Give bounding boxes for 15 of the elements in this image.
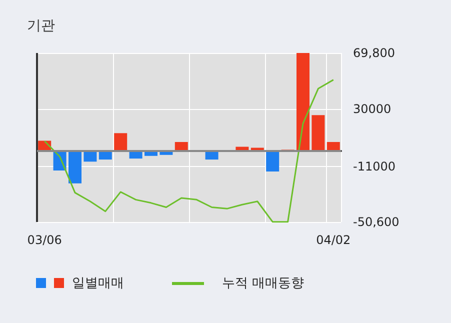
bar xyxy=(266,150,280,172)
legend-label: 일별매매 xyxy=(72,275,124,292)
bar xyxy=(114,133,128,151)
y-tick-label: -50,600 xyxy=(353,215,400,229)
chart-title: 기관 xyxy=(27,18,55,34)
bar xyxy=(68,150,82,184)
line-series xyxy=(44,79,334,223)
x-tick-label: 03/06 xyxy=(27,233,62,247)
legend-label: 누적 매매동향 xyxy=(222,275,304,292)
bar xyxy=(296,53,310,151)
y-tick-label: -11000 xyxy=(353,159,396,174)
bar xyxy=(312,115,325,151)
y-tick-label: 69,800 xyxy=(353,46,395,60)
x-tick-label: 04/02 xyxy=(316,233,351,247)
y-tick-label: 30000 xyxy=(353,102,392,116)
